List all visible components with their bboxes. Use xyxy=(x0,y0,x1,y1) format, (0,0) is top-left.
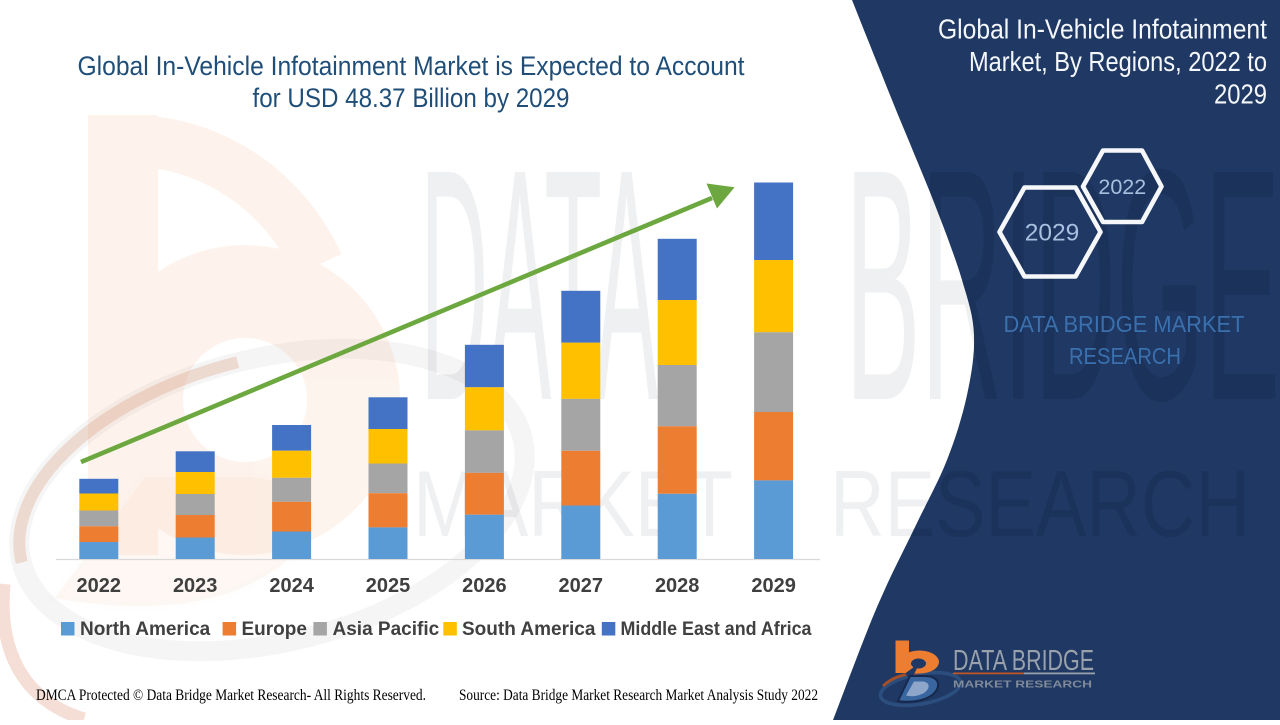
svg-text:2028: 2028 xyxy=(655,575,700,597)
svg-text:2026: 2026 xyxy=(462,575,507,597)
svg-text:Asia Pacific: Asia Pacific xyxy=(333,619,440,640)
svg-text:North America: North America xyxy=(80,619,211,640)
svg-text:DATA BRIDGE: DATA BRIDGE xyxy=(953,645,1094,677)
svg-text:Europe: Europe xyxy=(242,619,307,640)
svg-text:for USD 48.37 Billion by 2029: for USD 48.37 Billion by 2029 xyxy=(253,83,570,113)
svg-text:2027: 2027 xyxy=(559,575,604,597)
svg-text:Source: Data Bridge Market Res: Source: Data Bridge Market Research Mark… xyxy=(459,687,818,704)
svg-text:MARKET RESEARCH: MARKET RESEARCH xyxy=(953,680,1092,691)
svg-text:South America: South America xyxy=(462,619,596,640)
svg-text:2022: 2022 xyxy=(77,575,122,597)
svg-text:2029: 2029 xyxy=(1025,220,1080,247)
svg-text:Global In-Vehicle Infotainment: Global In-Vehicle Infotainment xyxy=(938,14,1267,45)
svg-text:Global In-Vehicle Infotainment: Global In-Vehicle Infotainment Market is… xyxy=(78,51,745,81)
svg-text:2029: 2029 xyxy=(1214,79,1267,110)
svg-text:Market, By Regions, 2022 to: Market, By Regions, 2022 to xyxy=(969,46,1267,77)
svg-text:2023: 2023 xyxy=(173,575,218,597)
svg-text:DMCA Protected © Data Bridge M: DMCA Protected © Data Bridge Market Rese… xyxy=(36,687,426,704)
svg-text:2024: 2024 xyxy=(269,575,314,597)
svg-text:DATA BRIDGE MARKET: DATA BRIDGE MARKET xyxy=(1004,311,1245,337)
svg-text:2025: 2025 xyxy=(366,575,411,597)
svg-text:RESEARCH: RESEARCH xyxy=(1069,343,1181,369)
svg-text:2022: 2022 xyxy=(1098,175,1146,199)
svg-text:DATA: DATA xyxy=(420,100,658,469)
svg-text:2029: 2029 xyxy=(751,575,796,597)
svg-text:Middle East and Africa: Middle East and Africa xyxy=(621,619,812,640)
